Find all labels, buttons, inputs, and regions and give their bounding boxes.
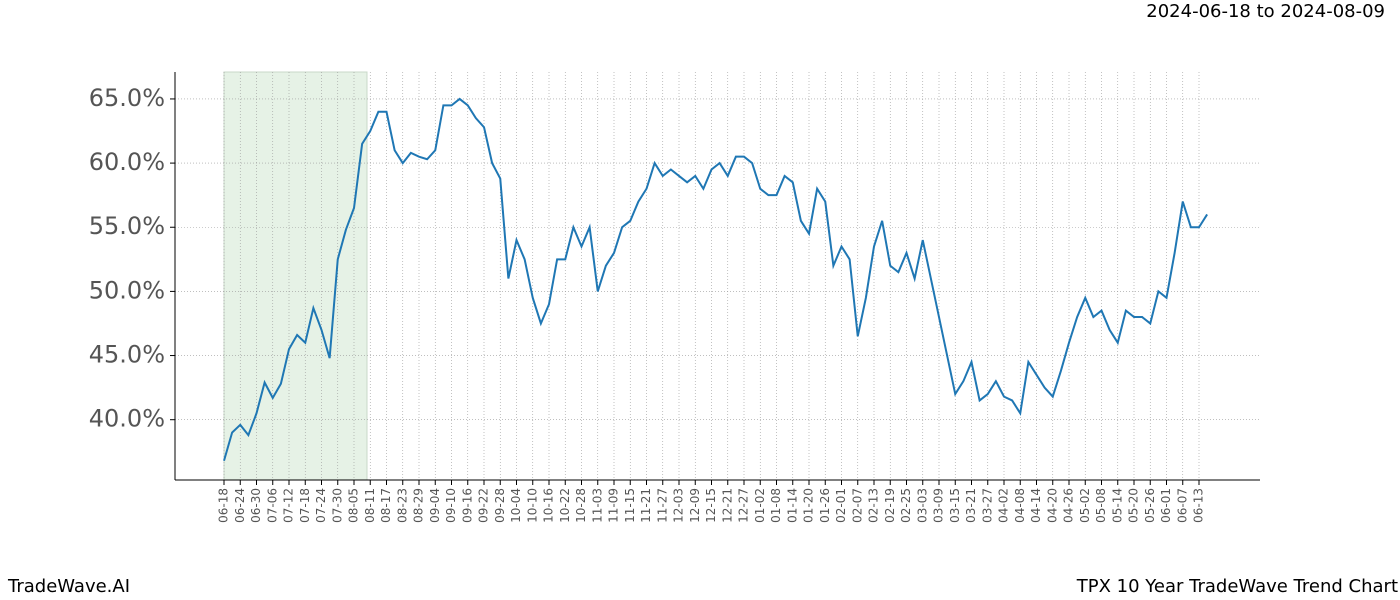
x-tick-label: 03-21 [964,488,978,523]
y-tick-label: 50.0% [89,276,165,304]
x-tick-label: 09-22 [477,488,491,523]
brand: TradeWave.AI [7,576,130,597]
x-tick-label: 05-14 [1110,488,1124,523]
x-tick-label: 03-15 [948,488,962,523]
x-tick-label: 06-18 [217,488,231,523]
x-tick-label: 12-03 [672,488,686,523]
x-tick-label: 02-19 [883,488,897,523]
x-tick-label: 01-14 [785,488,799,523]
x-tick-label: 03-03 [915,488,929,523]
x-tick-label: 05-20 [1127,488,1141,523]
x-tick-label: 10-04 [509,488,523,523]
x-tick-label: 02-07 [850,488,864,523]
x-tick-label: 12-27 [737,488,751,523]
y-tick-label: 65.0% [89,84,165,112]
x-tick-label: 02-01 [834,488,848,523]
x-tick-label: 04-02 [997,488,1011,523]
x-tick-label: 09-10 [444,488,458,523]
x-tick-label: 08-29 [412,488,426,523]
y-tick-label: 55.0% [89,212,165,240]
x-tick-label: 08-11 [363,488,377,523]
x-tick-label: 08-05 [347,488,361,523]
x-tick-label: 03-09 [932,488,946,523]
x-tick-label: 09-04 [428,488,442,523]
x-tick-label: 07-30 [330,488,344,523]
plot-area: 40.0% 45.0% 50.0% 55.0% 60.0% 65.0% 06-18 06-24… [89,72,1260,523]
x-tick-label: 01-26 [818,488,832,523]
x-tick-label: 07-06 [265,488,279,523]
x-tick-label: 04-26 [1062,488,1076,523]
x-tick-label: 10-10 [525,488,539,523]
x-tick-label: 10-22 [558,488,572,523]
x-tick-label: 04-08 [1013,488,1027,523]
x-tick-label: 10-28 [574,488,588,523]
chart-title: TPX 10 Year TradeWave Trend Chart [1076,576,1398,597]
y-tick-label: 45.0% [89,341,165,369]
x-tick-label: 02-13 [867,488,881,523]
x-tick-label: 11-15 [623,488,637,523]
x-tick-label: 05-02 [1078,488,1092,523]
x-tick-label: 08-23 [395,488,409,523]
x-tick-label: 04-20 [1045,488,1059,523]
line-series [223,97,1208,462]
x-tick-label: 07-24 [314,488,328,523]
x-tick-label: 11-03 [590,488,604,523]
x-tick-label: 06-07 [1175,488,1189,523]
y-tick-label: 40.0% [89,405,165,433]
x-tick-label: 10-16 [542,488,556,523]
x-tick-label: 06-24 [233,488,247,523]
x-tick-label: 01-02 [753,488,767,523]
x-tick-label: 06-30 [249,488,263,523]
y-tick-label: 60.0% [89,148,165,176]
x-tick-label: 12-15 [704,488,718,523]
x-tick-label: 08-17 [379,488,393,523]
x-tick-label: 04-14 [1029,488,1043,523]
x-tick-label: 02-25 [899,488,913,523]
x-tick-label: 06-01 [1159,488,1173,523]
x-tick-label: 05-26 [1143,488,1157,523]
x-tick-label: 03-27 [980,488,994,523]
x-tick-label: 06-13 [1192,488,1206,523]
x-tick-label: 11-27 [655,488,669,523]
x-tick-label: 12-21 [720,488,734,523]
highlight-band [223,71,368,481]
x-tick-label: 11-09 [607,488,621,523]
date-range: 2024-06-18 to 2024-08-09 [1146,1,1385,22]
x-tick-label: 12-09 [688,488,702,523]
x-tick-label: 07-12 [282,488,296,523]
x-tick-label: 05-08 [1094,488,1108,523]
x-tick-label: 01-08 [769,488,783,523]
x-tick-label: 11-21 [639,488,653,523]
x-tick-label: 01-20 [802,488,816,523]
x-tick-label: 09-16 [460,488,474,523]
x-tick-label: 07-18 [298,488,312,523]
x-tick-label: 09-28 [493,488,507,523]
